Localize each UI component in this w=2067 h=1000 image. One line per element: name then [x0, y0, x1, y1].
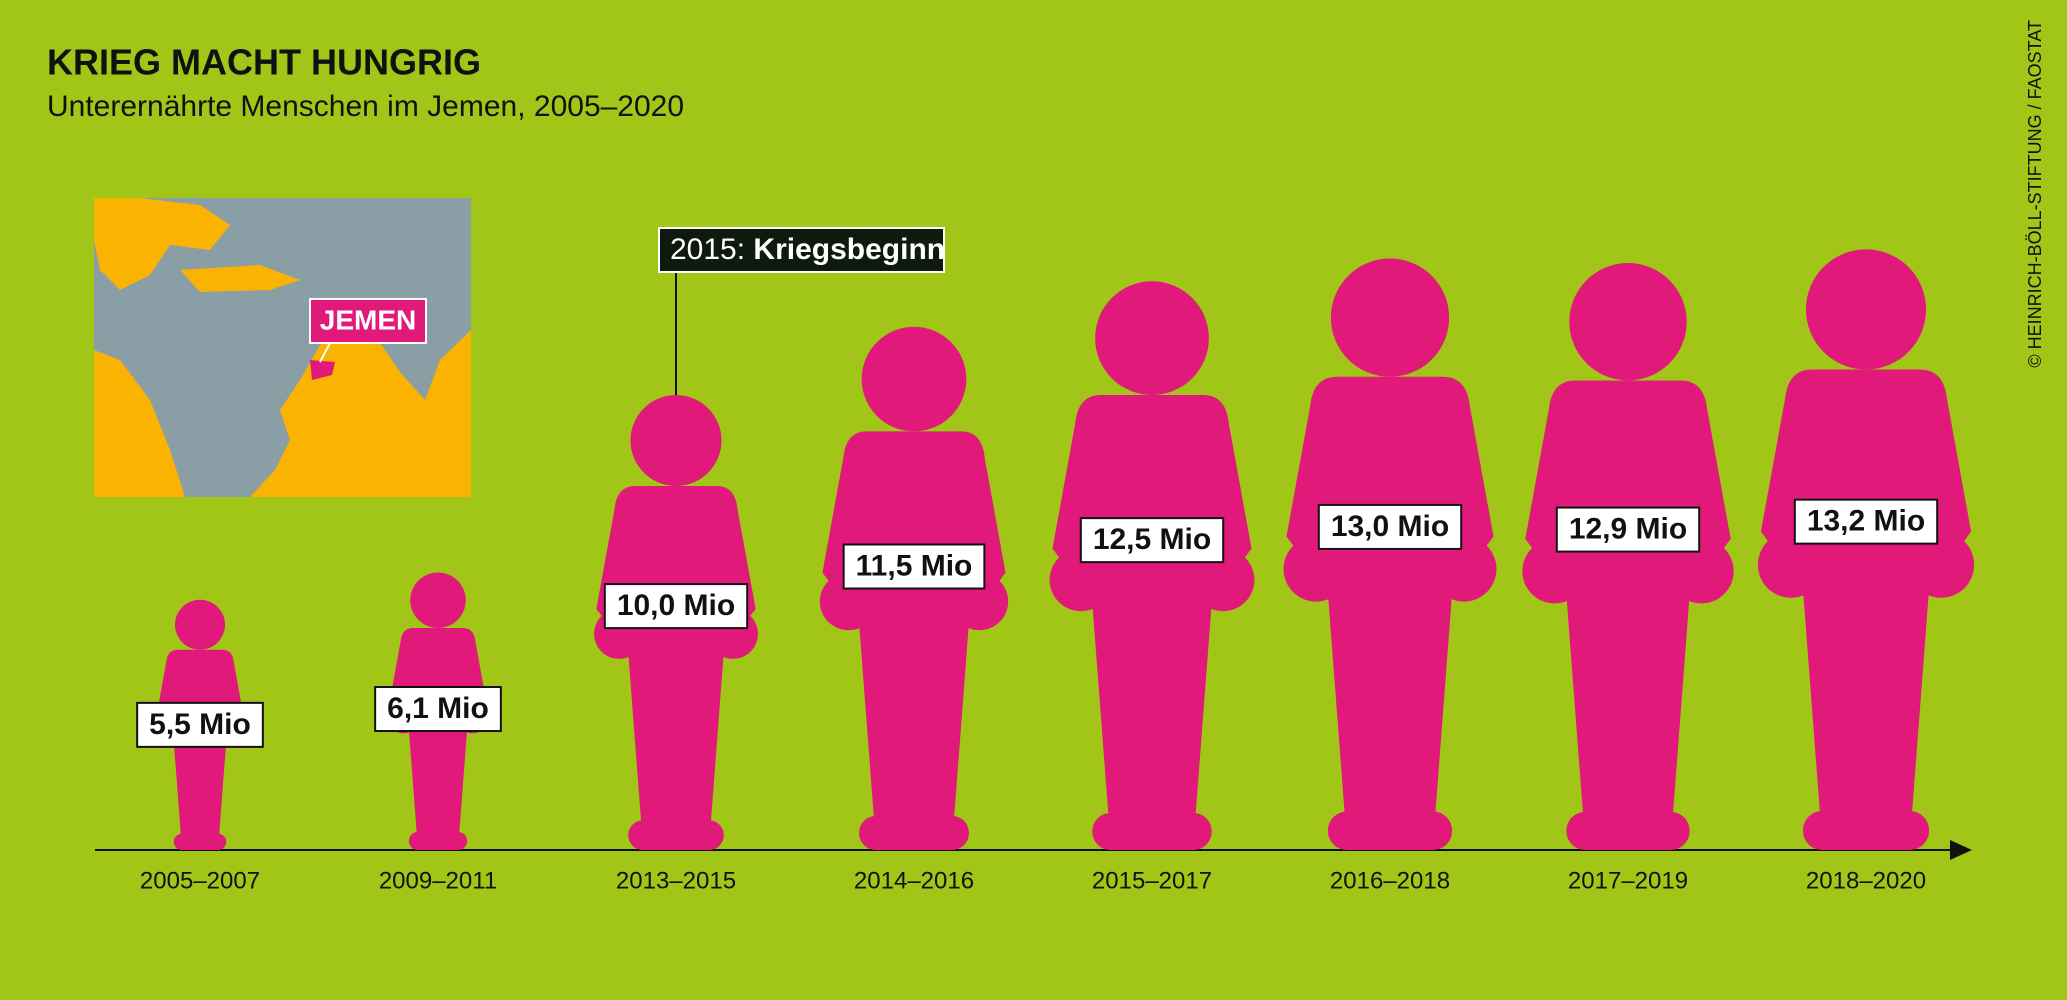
value-label: 13,0 Mio — [1331, 510, 1449, 543]
value-label-box — [136, 701, 264, 748]
figure-head — [861, 326, 967, 432]
value-label-box — [603, 583, 749, 630]
figure-feet — [1802, 810, 1930, 850]
chart-subtitle: Unterernährte Menschen im Jemen, 2005–20… — [47, 90, 684, 123]
value-label: 10,0 Mio — [617, 589, 735, 622]
x-tick-label: 2009–2011 — [379, 867, 497, 894]
figure-legs — [1089, 565, 1215, 828]
figure-head — [630, 395, 722, 486]
source: © HEINRICH-BÖLL-STIFTUNG / FAOSTAT — [2025, 20, 2045, 368]
figure-feet — [1566, 811, 1690, 850]
value-label-box — [374, 686, 502, 733]
x-tick-label: 2005–2007 — [140, 867, 260, 894]
x-tick-label: 2017–2019 — [1568, 867, 1688, 894]
x-tick-label: 2014–2016 — [854, 867, 974, 894]
figure-feet — [173, 833, 227, 850]
value-label-box — [1555, 506, 1701, 553]
value-label-box — [1793, 498, 1939, 545]
axis-arrow — [1950, 840, 1972, 860]
value-label: 12,5 Mio — [1093, 523, 1211, 556]
value-label: 5,5 Mio — [149, 708, 251, 741]
figure-head — [410, 572, 466, 628]
figure-feet — [859, 815, 969, 850]
annotation-box — [658, 227, 945, 273]
figure-head — [1569, 263, 1687, 381]
x-tick-label: 2018–2020 — [1806, 867, 1926, 894]
person-figure — [1757, 249, 1975, 850]
map: JEMEN — [94, 198, 471, 497]
value-label: 13,2 Mio — [1807, 505, 1925, 538]
figure-feet — [628, 820, 724, 850]
value-label-box — [1317, 503, 1463, 550]
annotation-label: 2015: — [670, 233, 745, 266]
annotation: 2015: Kriegsbeginn — [670, 233, 945, 266]
value-label: 11,5 Mio — [856, 549, 973, 582]
figure-feet — [1092, 813, 1212, 850]
value-label: 6,1 Mio — [387, 692, 489, 725]
figure-legs — [856, 588, 972, 830]
x-tick-label: 2016–2018 — [1330, 867, 1450, 894]
x-tick-label: 2013–2015 — [616, 867, 736, 894]
figure-legs — [1799, 549, 1933, 826]
annotation-text: Kriegsbeginn — [753, 233, 945, 266]
figure-head — [1095, 281, 1209, 395]
figure-legs — [1324, 554, 1456, 827]
figure-legs — [1563, 556, 1693, 827]
figure-head — [1330, 258, 1450, 377]
map-label: JEMEN — [320, 304, 416, 335]
figure-feet — [1327, 811, 1453, 850]
figure-legs — [172, 724, 228, 840]
figure-feet — [408, 831, 468, 850]
x-tick-label: 2015–2017 — [1092, 867, 1212, 894]
figure-head — [1805, 249, 1927, 370]
figure-legs — [625, 622, 727, 832]
figure-legs — [407, 711, 469, 839]
value-label-box — [842, 543, 986, 590]
value-label: 12,9 Mio — [1569, 512, 1687, 545]
figure-head — [174, 599, 226, 650]
chart-title: KRIEG MACHT HUNGRIG — [47, 42, 481, 83]
value-label-box — [1079, 517, 1225, 564]
